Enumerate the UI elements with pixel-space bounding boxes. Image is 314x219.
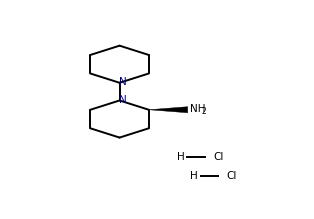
Text: 2: 2 [202,107,206,116]
Polygon shape [149,107,188,113]
Text: N: N [119,78,126,87]
Text: N: N [119,95,126,105]
Text: NH: NH [190,104,205,114]
Text: Cl: Cl [227,171,237,180]
Text: H: H [176,152,184,162]
Text: Cl: Cl [213,152,224,162]
Text: H: H [190,171,198,180]
